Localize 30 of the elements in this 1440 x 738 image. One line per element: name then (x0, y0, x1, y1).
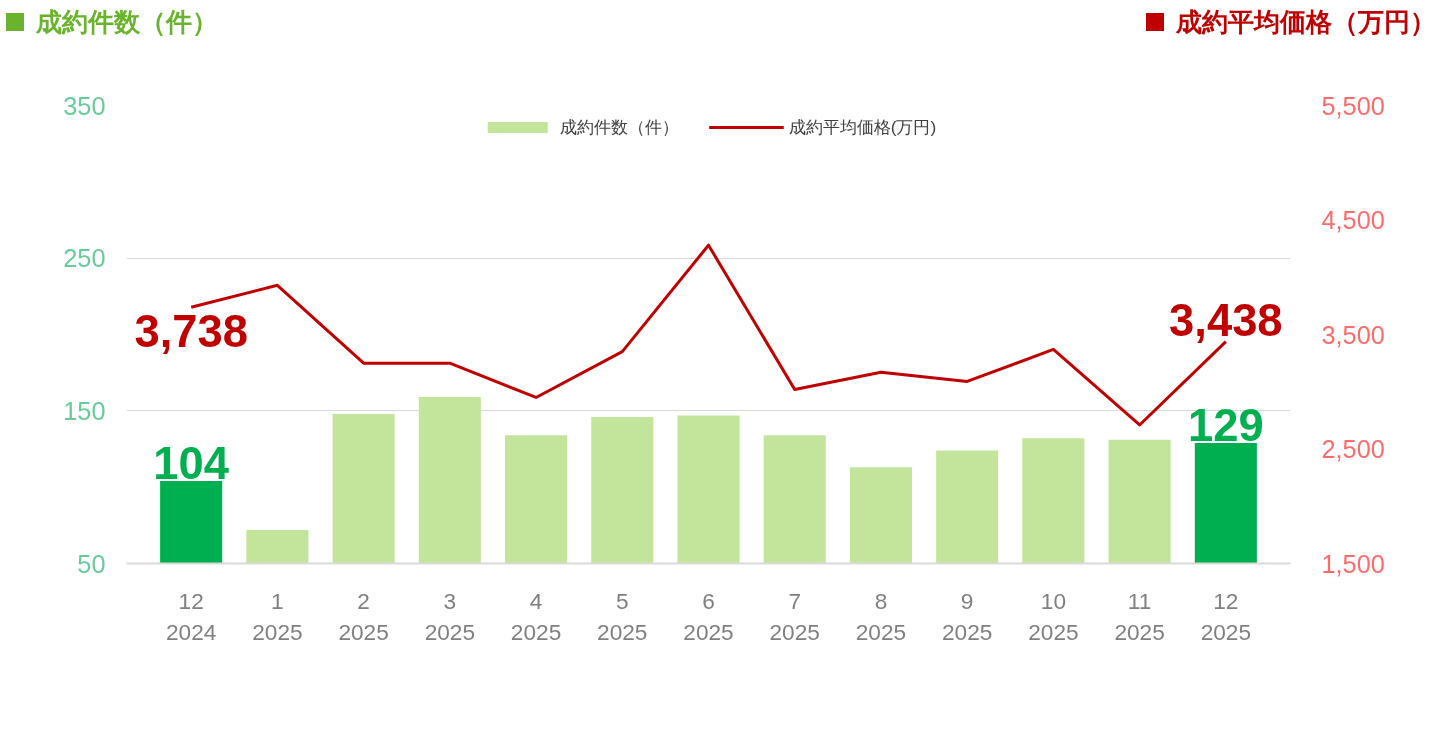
y-tick-label: 50 (77, 549, 106, 578)
x-tick-label: 12 2024 (165, 587, 217, 645)
data-label: 3,738 (134, 306, 248, 358)
y2-tick-label: 5,500 (1321, 91, 1385, 120)
x-tick-label: 5 2025 (597, 587, 648, 645)
y-axis-title: 成約件数（件） (36, 7, 218, 37)
data-label: 3,438 (1169, 294, 1283, 346)
x-tick-label: 2 2025 (338, 587, 389, 645)
y2-tick-label: 1,500 (1321, 549, 1385, 578)
x-tick-label: 9 2025 (941, 587, 993, 645)
x-tick-label: 7 2025 (769, 587, 820, 645)
y-tick-label: 250 (63, 244, 106, 273)
legend-label: 成約件数（件） (559, 116, 679, 139)
y2-tick-label: 2,500 (1321, 435, 1385, 463)
y-tick-label: 150 (63, 396, 106, 425)
x-tick-label: 11 2025 (1114, 587, 1165, 645)
x-tick-label: 8 2025 (855, 587, 907, 645)
y2-tick-label: 4,500 (1321, 206, 1385, 234)
x-tick-label: 3 2025 (424, 587, 476, 645)
x-tick-label: 12 2025 (1200, 587, 1252, 645)
legend-label: 成約平均価格(万円) (788, 116, 937, 139)
y-tick-label: 350 (63, 91, 106, 120)
data-label: 129 (1188, 399, 1264, 451)
x-tick-label: 6 2025 (683, 587, 734, 645)
x-tick-label: 10 2025 (1028, 587, 1079, 645)
y2-axis-title: 成約平均価格（万円） (1176, 7, 1436, 37)
data-label: 104 (153, 438, 229, 490)
x-tick-label: 4 2025 (510, 587, 562, 645)
y2-tick-label: 3,500 (1321, 320, 1385, 349)
x-tick-label: 1 2025 (252, 587, 303, 645)
